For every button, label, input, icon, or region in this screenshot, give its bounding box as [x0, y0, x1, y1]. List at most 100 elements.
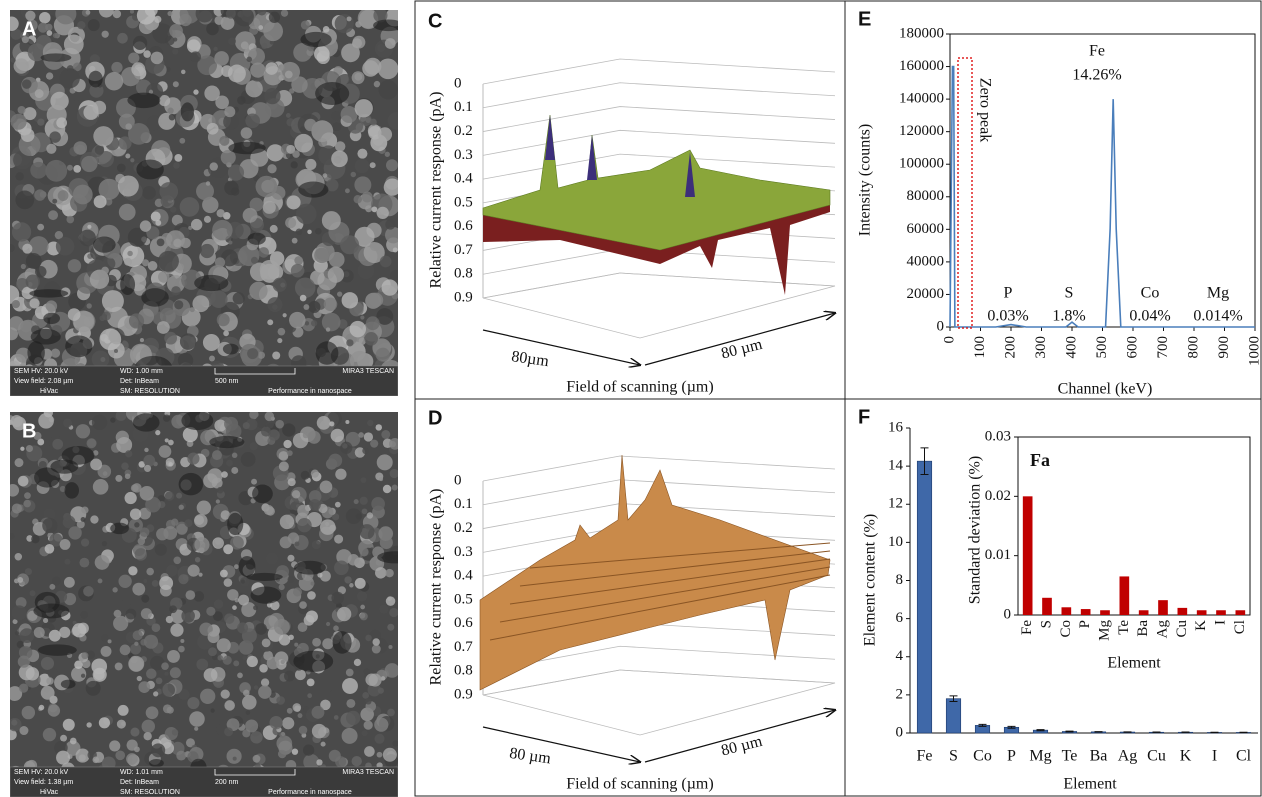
- sem-grain: [269, 716, 283, 730]
- sem-pore: [315, 341, 339, 365]
- sem-grain: [294, 669, 306, 681]
- sem-grain: [75, 424, 91, 439]
- sem-grain: [146, 668, 157, 680]
- sem-grain: [115, 750, 126, 761]
- sem-grain: [226, 748, 242, 764]
- y-tick-label: 60000: [907, 221, 945, 237]
- sem-grain: [115, 474, 123, 482]
- sem-grain: [115, 412, 127, 421]
- sem-grain: [307, 693, 313, 699]
- sem-grain: [221, 471, 228, 478]
- sem-grain: [90, 515, 99, 524]
- sem-grain: [72, 623, 87, 638]
- sem-grain: [247, 348, 259, 360]
- sem-grain: [143, 50, 151, 58]
- sem-grain: [137, 537, 146, 546]
- sem-grain: [341, 292, 359, 309]
- surface-ridge: [489, 574, 831, 641]
- sem-grain: [59, 485, 67, 493]
- sem-grain: [185, 738, 195, 748]
- sem-grain: [363, 432, 374, 442]
- sem-grain: [367, 419, 374, 427]
- sem-grain: [97, 151, 114, 168]
- sem-grain: [311, 723, 327, 739]
- sem-grain: [315, 227, 322, 235]
- sem-grain: [263, 21, 284, 42]
- sem-grain: [159, 182, 179, 201]
- sem-grain: [174, 300, 184, 310]
- sem-grain: [354, 577, 366, 589]
- sem-grain: [380, 676, 386, 681]
- sem-grain: [11, 503, 22, 514]
- spectrum-line: [949, 65, 1255, 328]
- sem-pore: [29, 289, 69, 298]
- sem-grain: [242, 655, 248, 661]
- annotation: 0.03%: [987, 308, 1028, 325]
- sem-grain: [295, 203, 317, 225]
- sem-grain: [113, 609, 122, 618]
- sem-grain: [49, 583, 56, 590]
- sem-grain: [176, 492, 183, 499]
- sem-grain: [357, 262, 375, 280]
- sem-grain: [156, 321, 170, 334]
- sem-grain: [150, 211, 161, 222]
- sem-grain: [328, 453, 343, 468]
- sem-grain: [322, 173, 328, 178]
- sem-grain: [225, 423, 242, 440]
- sem-grain: [374, 717, 389, 732]
- sem-grain: [83, 586, 94, 597]
- sem-grain: [98, 178, 120, 200]
- sem-grain: [255, 623, 267, 635]
- sem-grain: [314, 46, 330, 62]
- sem-grain: [212, 219, 233, 241]
- sem-pore: [332, 631, 352, 654]
- grid-line: [482, 479, 836, 506]
- sem-grain: [250, 62, 266, 78]
- sem-grain: [10, 285, 20, 304]
- sem-grain: [369, 162, 376, 169]
- sem-grain: [392, 740, 398, 747]
- arrow: [482, 329, 640, 365]
- sem-grain: [164, 671, 169, 676]
- sem-grain: [241, 602, 257, 618]
- sem-grain: [165, 564, 178, 577]
- annotation: P: [1004, 285, 1013, 302]
- sem-grain: [112, 10, 122, 19]
- sem-grain: [240, 41, 249, 50]
- sem-grain: [140, 608, 152, 620]
- sem-grain: [101, 266, 109, 275]
- sem-grain: [72, 620, 77, 625]
- y-tick-label: 0: [454, 472, 462, 488]
- sem-grain: [252, 754, 261, 763]
- sem-grain: [302, 744, 315, 756]
- sem-grain: [297, 504, 310, 517]
- sem-grain: [309, 499, 321, 511]
- y-tick-label: 0.2: [454, 520, 473, 536]
- sem-grain: [62, 718, 75, 731]
- sem-grain: [384, 663, 398, 678]
- sem-grain: [166, 275, 185, 293]
- bar: [1022, 496, 1033, 615]
- sem-grain: [262, 200, 276, 214]
- sem-grain: [154, 543, 167, 556]
- floor: [482, 669, 836, 736]
- sem-grain: [212, 611, 223, 622]
- sem-grain: [150, 51, 164, 65]
- y-tick-label: 0: [454, 75, 462, 91]
- sem-grain: [10, 16, 19, 31]
- surface-spike: [545, 115, 555, 160]
- sem-grain: [378, 80, 398, 100]
- sem-grain: [161, 683, 176, 697]
- sem-grain: [333, 625, 339, 631]
- y-tick-label: 0.4: [454, 171, 473, 187]
- sem-grain: [299, 601, 307, 609]
- sem-image: SEM HV: 20.0 kV WD: 1.01 mm MIRA3 TESCAN Vi…: [10, 412, 398, 797]
- sem-grain: [351, 71, 365, 85]
- sem-grain: [11, 605, 27, 621]
- sem-grain: [290, 161, 298, 169]
- sem-grain: [187, 564, 200, 577]
- sem-grain: [344, 576, 352, 584]
- sem-grain: [176, 523, 188, 535]
- sem-grain: [90, 458, 103, 471]
- sem-grain: [128, 655, 145, 672]
